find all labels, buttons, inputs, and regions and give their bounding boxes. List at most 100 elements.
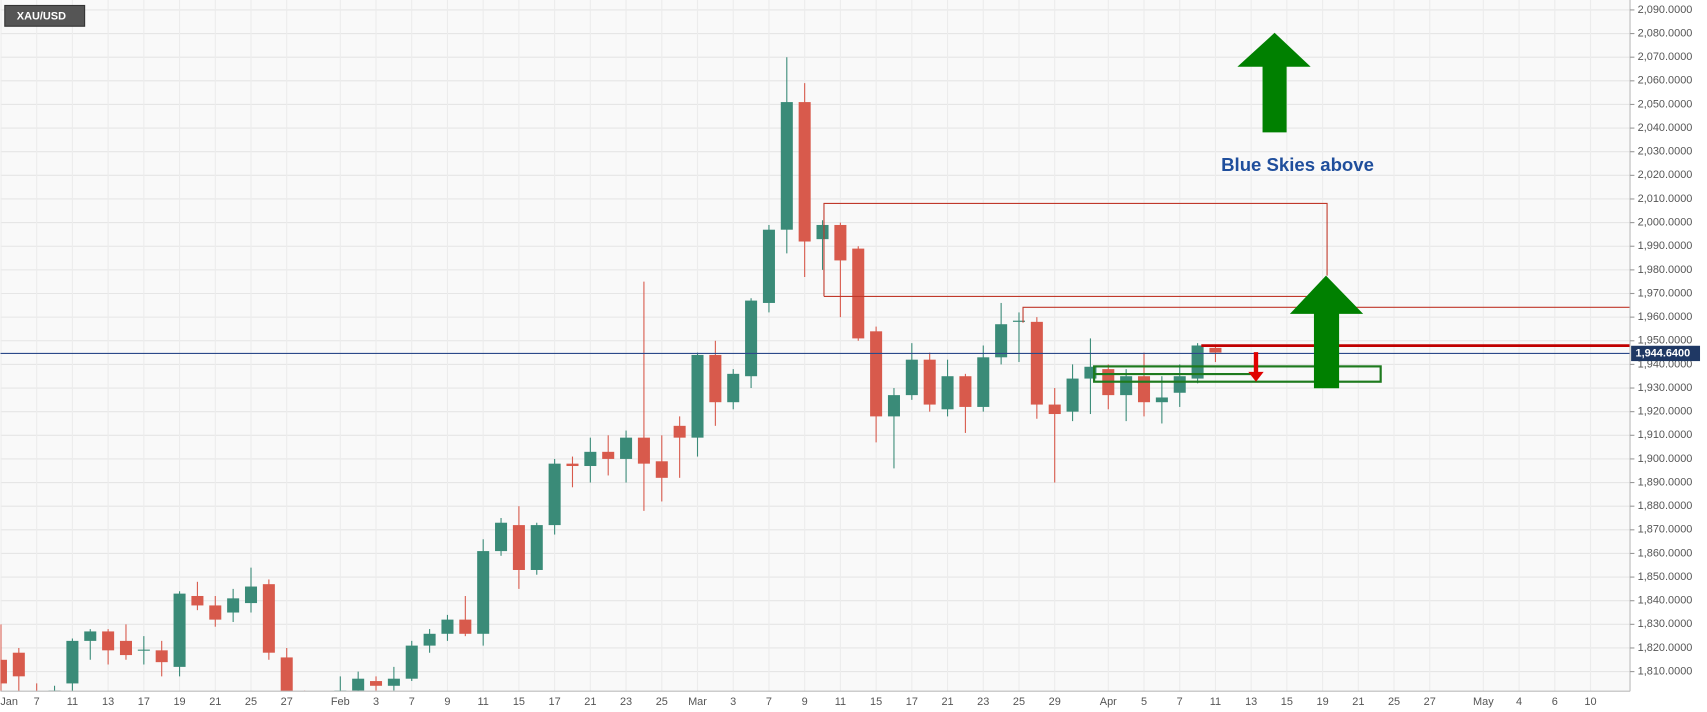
candle-body <box>316 700 328 712</box>
candle-body <box>959 376 972 407</box>
annotation: Blue Skies above <box>1221 154 1374 175</box>
down-arrow <box>1248 352 1264 382</box>
candle-body <box>495 522 508 552</box>
x-tick-label: 27 <box>1424 696 1436 708</box>
x-tick-label: 13 <box>102 696 114 708</box>
candle-body <box>530 525 543 570</box>
candle-body <box>459 619 472 634</box>
x-tick-label: 9 <box>444 696 450 708</box>
x-tick-label: 17 <box>906 696 918 708</box>
y-tick-label: 2,020.0000 <box>1638 169 1693 181</box>
candle-body <box>352 678 365 691</box>
candle-body <box>1012 320 1026 322</box>
candle-body <box>941 376 954 410</box>
candle-body <box>566 463 579 467</box>
y-tick-label: 1,980.0000 <box>1638 264 1693 276</box>
candle-body <box>727 373 740 403</box>
candle-body <box>1048 404 1061 415</box>
x-tick-label: 3 <box>373 696 379 708</box>
candle-body <box>423 633 436 646</box>
candle-body <box>1155 397 1168 403</box>
candle-body <box>637 437 650 464</box>
y-tick-label: 1,950.0000 <box>1638 335 1693 347</box>
x-tick-label: 5 <box>1141 696 1147 708</box>
x-tick-label: 21 <box>941 696 953 708</box>
candle-body <box>441 619 454 634</box>
candle-body <box>1084 366 1097 379</box>
candle-body <box>84 631 97 641</box>
y-tick-label: 1,860.0000 <box>1638 547 1693 559</box>
x-tick-label: 23 <box>620 696 632 708</box>
candle-body <box>370 681 383 686</box>
resistance-line <box>1022 306 1631 323</box>
x-tick-label: 21 <box>584 696 596 708</box>
y-tick-label: 1,920.0000 <box>1638 406 1693 418</box>
candles <box>0 57 1631 712</box>
candle-body <box>137 649 150 651</box>
candle-body <box>1173 376 1186 393</box>
candle-body <box>780 102 793 230</box>
x-tick-label: 15 <box>1281 696 1293 708</box>
candle-body <box>12 652 25 677</box>
x-tick-label: 17 <box>138 696 150 708</box>
candle-body <box>477 551 490 634</box>
x-tick-label: 27 <box>281 696 293 708</box>
candle-body <box>0 659 7 684</box>
x-tick-label: 23 <box>977 696 989 708</box>
candle-body <box>405 645 418 679</box>
candle-body <box>1030 321 1043 405</box>
candle-body <box>673 425 686 438</box>
candle-body <box>977 357 990 407</box>
y-tick-label: 1,990.0000 <box>1638 240 1693 252</box>
up-arrow <box>1237 32 1311 133</box>
symbol-badge <box>4 4 86 27</box>
x-tick-label: Mar <box>688 696 707 708</box>
candle-body <box>655 461 668 478</box>
last-price-label: 1,944.6400 <box>1635 347 1690 359</box>
x-tick-label: 6 <box>1552 696 1558 708</box>
candle-body <box>745 300 758 377</box>
candle-body <box>102 631 115 651</box>
candle-body <box>1066 378 1079 412</box>
x-tick-label: 7 <box>766 696 772 708</box>
x-tick-label: 25 <box>245 696 257 708</box>
x-tick-label: 15 <box>513 696 525 708</box>
x-tick-label: 3 <box>730 696 736 708</box>
candle-body <box>905 359 918 396</box>
x-tick-label: 19 <box>173 696 185 708</box>
x-tick-label: 7 <box>1177 696 1183 708</box>
y-tick-label: 2,080.0000 <box>1638 27 1693 39</box>
candle-body <box>244 586 258 604</box>
candle-body <box>48 690 61 692</box>
candle-body <box>870 331 883 417</box>
candle-body <box>709 354 722 403</box>
x-tick-label: 11 <box>1210 696 1221 708</box>
y-tick-label: 2,040.0000 <box>1638 122 1693 134</box>
y-tick-label: 1,910.0000 <box>1638 429 1693 441</box>
last-price-tag <box>1631 345 1701 362</box>
x-tick-label: 4 <box>1516 696 1522 708</box>
x-tick-label: 15 <box>870 696 882 708</box>
y-tick-label: 2,010.0000 <box>1638 193 1693 205</box>
y-tick-label: 1,900.0000 <box>1638 453 1693 465</box>
resistance-box <box>823 202 1328 297</box>
y-tick-label: 1,870.0000 <box>1638 524 1693 536</box>
x-tick-label: 9 <box>802 696 808 708</box>
y-tick-label: 2,070.0000 <box>1638 51 1693 63</box>
candle-body <box>887 395 900 417</box>
y-tick-label: 2,090.0000 <box>1638 4 1693 16</box>
x-tick-label: 25 <box>1388 696 1400 708</box>
x-tick-label: 10 <box>1584 696 1596 708</box>
y-tick-label: 1,880.0000 <box>1638 500 1693 512</box>
x-tick-label: 17 <box>549 696 561 708</box>
candle-body <box>1137 376 1151 403</box>
candle-body <box>1209 347 1222 353</box>
candle-body <box>280 657 293 692</box>
up-arrow <box>1289 275 1364 389</box>
x-tick-label: 21 <box>209 696 221 708</box>
candle-body <box>923 359 936 405</box>
candle-body <box>584 451 597 467</box>
x-tick-label: 7 <box>34 696 40 708</box>
